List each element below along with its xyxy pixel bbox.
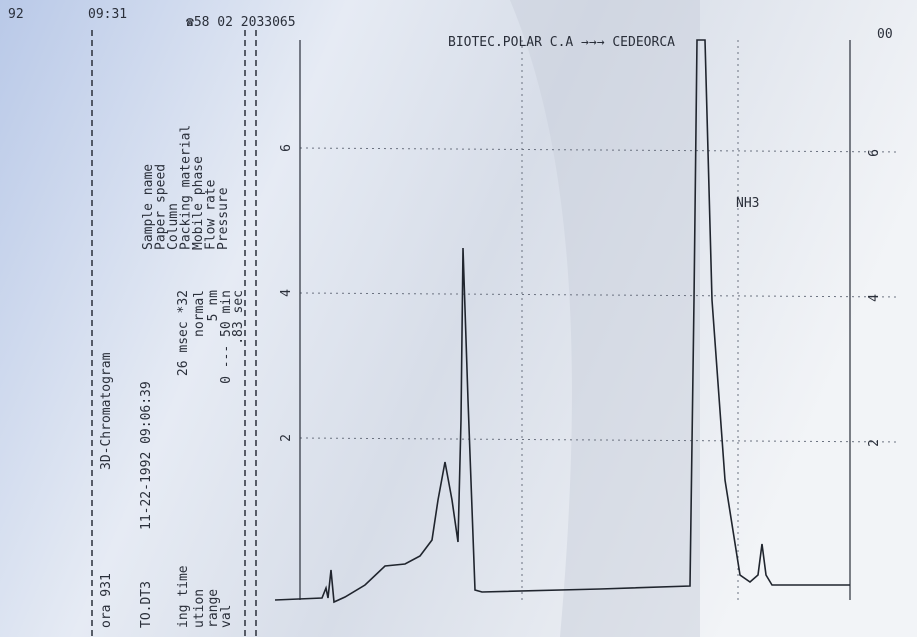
year-fragment: 92 (8, 7, 24, 22)
run-info-text: .83 sec (231, 290, 246, 345)
run-info-text: ution (192, 589, 207, 628)
run-info-text: 26 msec *32 (176, 290, 191, 376)
tick-label: 2 (279, 434, 294, 442)
tick-label: 4 (279, 289, 294, 297)
run-info-text: val (219, 605, 234, 628)
run-info-text: 3D-Chromatogram (99, 352, 114, 470)
document-photo: 92 09:31 ☎58 02 2033065 BIOTEC.POLAR C.A… (0, 0, 917, 637)
time: 09:31 (88, 7, 127, 22)
run-info-text: 11-22-1992 09:06:39 (139, 381, 154, 530)
tick-label: 6 (867, 149, 882, 157)
page-marker: 00 (877, 27, 893, 42)
peak-annotation: NH3 (736, 196, 759, 211)
route: BIOTEC.POLAR C.A →→→ CEDEORCA (448, 35, 675, 50)
tick-label: 4 (867, 294, 882, 302)
run-info-text: ora 931 (99, 573, 114, 628)
tick-label: 2 (867, 439, 882, 447)
run-info-text: normal (192, 290, 207, 337)
tick-label: 6 (279, 144, 294, 152)
parameter-label: Pressure (216, 187, 231, 250)
run-info-text: ing time (176, 565, 191, 628)
run-info-text: TO.DT3 (139, 581, 154, 628)
phone: ☎58 02 2033065 (186, 15, 296, 30)
